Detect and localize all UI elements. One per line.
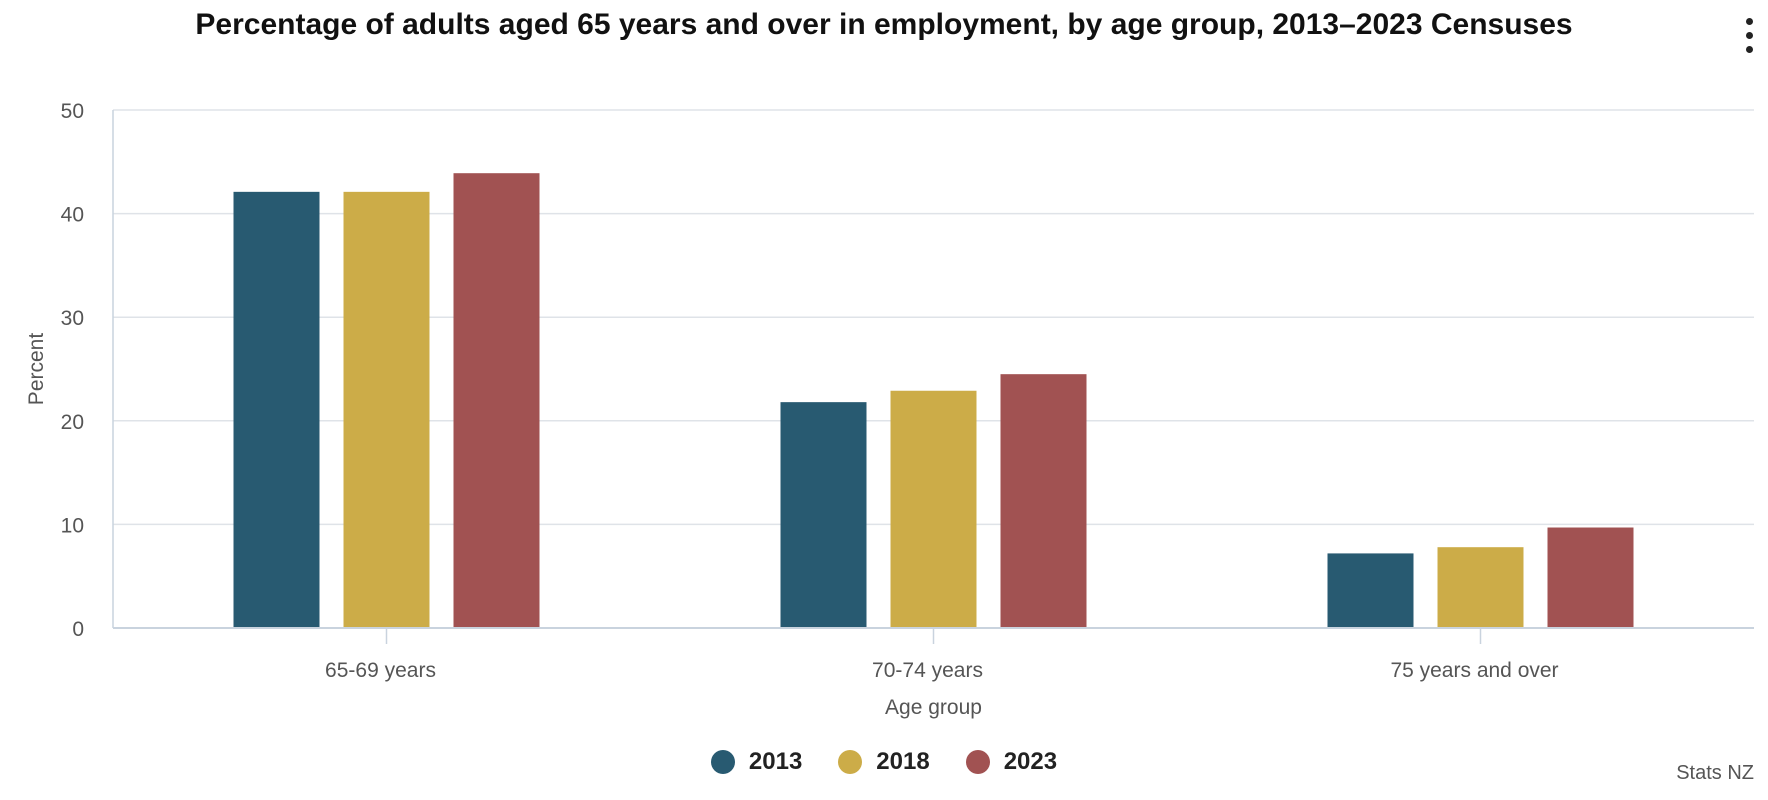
legend-swatch: [965, 750, 990, 774]
bars: [233, 173, 1634, 629]
axes: 0 10 20 30 40 50 65-69 years 70-74 years 75 year…: [61, 100, 1754, 682]
legend-item-2018[interactable]: 2018: [838, 748, 930, 776]
chart-title: Percentage of adults aged 65 years and o…: [195, 8, 1573, 41]
chart-menu-button[interactable]: [1738, 14, 1762, 58]
bar-2013-1[interactable]: [233, 191, 320, 628]
bar-2023-1[interactable]: [453, 173, 540, 629]
y-tick-label: 0: [72, 618, 84, 641]
bar-2018-3[interactable]: [1437, 547, 1524, 628]
y-tick-label: 50: [61, 100, 84, 123]
x-tick-label: 65-69 years: [325, 659, 436, 682]
legend-label: 2013: [748, 748, 803, 775]
bar-2018-2[interactable]: [890, 390, 977, 628]
y-tick-label: 40: [61, 204, 84, 227]
credit-link[interactable]: Stats NZ: [1676, 762, 1754, 784]
x-tick-label: 70-74 years: [872, 659, 983, 682]
y-tick-label: 10: [61, 514, 84, 537]
legend-item-2013[interactable]: 2013: [710, 748, 803, 776]
legend-item-2023[interactable]: 2023: [965, 748, 1058, 776]
y-axis-label: Percent: [25, 333, 48, 406]
legend-swatch: [838, 750, 863, 774]
legend: 2013 2018 2023: [0, 748, 1768, 776]
bar-2013-2[interactable]: [780, 402, 867, 628]
bar-2018-1[interactable]: [343, 191, 430, 628]
legend-label: 2018: [876, 748, 930, 775]
x-tick-label: 75 years and over: [1390, 659, 1558, 682]
x-axis-label: Age group: [885, 696, 982, 719]
bar-2013-3[interactable]: [1327, 553, 1414, 628]
y-tick-label: 20: [61, 411, 84, 434]
bar-2023-2[interactable]: [1000, 374, 1087, 628]
y-tick-label: 30: [61, 307, 84, 330]
legend-label: 2023: [1003, 748, 1058, 775]
bar-2023-3[interactable]: [1547, 527, 1634, 628]
legend-swatch: [710, 750, 735, 774]
